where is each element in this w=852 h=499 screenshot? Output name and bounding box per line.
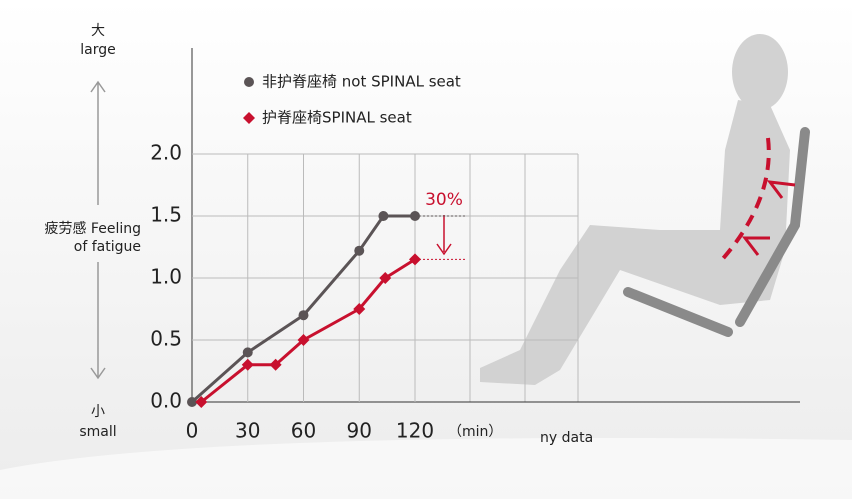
marker <box>409 253 421 266</box>
seat-illustration <box>623 127 810 337</box>
series-line <box>191 214 415 404</box>
x-tick-label: 60 <box>291 419 316 443</box>
y-arrows <box>90 80 106 380</box>
annotation: 30% <box>425 190 463 210</box>
x-unit: （min） <box>448 424 502 440</box>
y-label-top: large <box>80 42 115 58</box>
y-label-bottom: 小 <box>91 404 105 420</box>
person-illustration <box>480 34 790 385</box>
marker <box>410 211 420 221</box>
legend-marker <box>243 112 255 124</box>
annotation-arrow <box>436 215 452 256</box>
y-label-bottom: small <box>79 424 116 440</box>
y-label-top: 大 <box>91 23 105 39</box>
y-tick-label: 1.0 <box>150 265 182 289</box>
marker <box>379 272 392 284</box>
legend-marker <box>244 77 254 87</box>
marker <box>242 347 253 358</box>
marker <box>269 358 282 371</box>
legend-label: 护脊座椅SPINAL seat <box>262 109 412 127</box>
marker <box>297 334 310 346</box>
source: ny data <box>540 430 593 446</box>
x-tick-label: 0 <box>186 419 199 443</box>
y-tick-label: 2.0 <box>150 141 182 165</box>
y-tick-label: 0.5 <box>150 327 182 351</box>
marker <box>298 310 309 321</box>
y-label: of fatigue <box>74 239 141 255</box>
x-tick-label: 120 <box>396 419 434 443</box>
marker <box>195 396 208 408</box>
marker <box>241 358 254 371</box>
marker <box>354 245 365 256</box>
marker <box>378 211 389 221</box>
marker <box>187 397 197 407</box>
y-tick-label: 1.5 <box>150 203 182 227</box>
x-tick-label: 90 <box>347 419 372 443</box>
background-curve <box>0 438 852 499</box>
marker <box>353 303 366 315</box>
x-tick-label: 30 <box>235 419 260 443</box>
legend-label: 非护脊座椅 not SPINAL seat <box>262 73 461 91</box>
y-tick-label: 0.0 <box>150 389 182 413</box>
extra-grid <box>415 153 579 402</box>
y-label: 疲劳感 Feeling <box>44 220 141 237</box>
